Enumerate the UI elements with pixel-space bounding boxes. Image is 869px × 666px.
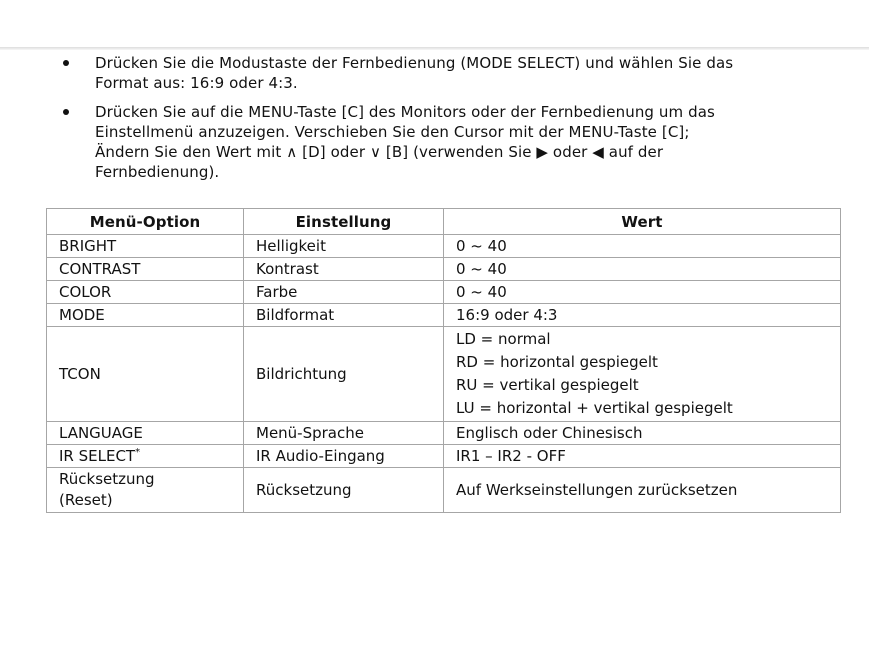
table-row-ir-select: IR SELECT* IR Audio-Eingang IR1 – IR2 - … [46, 444, 841, 468]
col-header-menu-option: Menü-Option [46, 208, 244, 235]
col-header-einstellung: Einstellung [243, 208, 444, 235]
col-header-wert: Wert [443, 208, 841, 235]
cell-option: TCON [46, 326, 244, 422]
cell-wert: 0 ~ 40 [443, 234, 841, 258]
cell-option: IR SELECT* [46, 444, 244, 468]
cell-option: BRIGHT [46, 234, 244, 258]
cell-option: COLOR [46, 280, 244, 304]
cell-wert: Englisch oder Chinesisch [443, 421, 841, 445]
cell-option: MODE [46, 303, 244, 327]
bullet-text: Drücken Sie auf die MENU-Taste [C] des M… [95, 103, 715, 181]
cell-wert: 0 ~ 40 [443, 257, 841, 281]
menu-options-table: Menü-Option Einstellung Wert BRIGHT Hell… [46, 208, 841, 513]
table-row-color: COLOR Farbe 0 ~ 40 [46, 280, 841, 304]
cell-einstellung: Helligkeit [243, 234, 444, 258]
cell-einstellung: Kontrast [243, 257, 444, 281]
cell-wert: IR1 – IR2 - OFF [443, 444, 841, 468]
table-row-mode: MODE Bildformat 16:9 oder 4:3 [46, 303, 841, 327]
table-row-contrast: CONTRAST Kontrast 0 ~ 40 [46, 257, 841, 281]
cell-einstellung: Bildformat [243, 303, 444, 327]
table-row-language: LANGUAGE Menü-Sprache Englisch oder Chin… [46, 421, 841, 445]
bullet-icon [63, 109, 69, 115]
footnote-asterisk: * [135, 447, 141, 458]
table-row-reset: Rücksetzung (Reset) Rücksetzung Auf Werk… [46, 467, 841, 513]
page-top-divider [0, 47, 869, 50]
cell-option: LANGUAGE [46, 421, 244, 445]
cell-wert: Auf Werkseinstellungen zurücksetzen [443, 467, 841, 513]
cell-einstellung: Farbe [243, 280, 444, 304]
bullet-icon [63, 60, 69, 66]
bullet-list: Drücken Sie die Modustaste der Fernbedie… [63, 53, 819, 182]
cell-einstellung: Bildrichtung [243, 326, 444, 422]
bullet-text: Drücken Sie die Modustaste der Fernbedie… [95, 54, 734, 92]
cell-option: CONTRAST [46, 257, 244, 281]
bullet-item-mode-select: Drücken Sie die Modustaste der Fernbedie… [63, 53, 819, 93]
cell-wert: LD = normal RD = horizontal gespiegelt R… [443, 326, 841, 422]
cell-wert: 0 ~ 40 [443, 280, 841, 304]
table-row-bright: BRIGHT Helligkeit 0 ~ 40 [46, 234, 841, 258]
cell-einstellung: Rücksetzung [243, 467, 444, 513]
table-row-tcon: TCON Bildrichtung LD = normal RD = horiz… [46, 326, 841, 422]
cell-wert: 16:9 oder 4:3 [443, 303, 841, 327]
table-header-row: Menü-Option Einstellung Wert [46, 208, 841, 235]
cell-einstellung: IR Audio-Eingang [243, 444, 444, 468]
ir-select-label: IR SELECT [59, 447, 136, 465]
cell-option: Rücksetzung (Reset) [46, 467, 244, 513]
bullet-item-menu-taste: Drücken Sie auf die MENU-Taste [C] des M… [63, 102, 819, 182]
cell-einstellung: Menü-Sprache [243, 421, 444, 445]
